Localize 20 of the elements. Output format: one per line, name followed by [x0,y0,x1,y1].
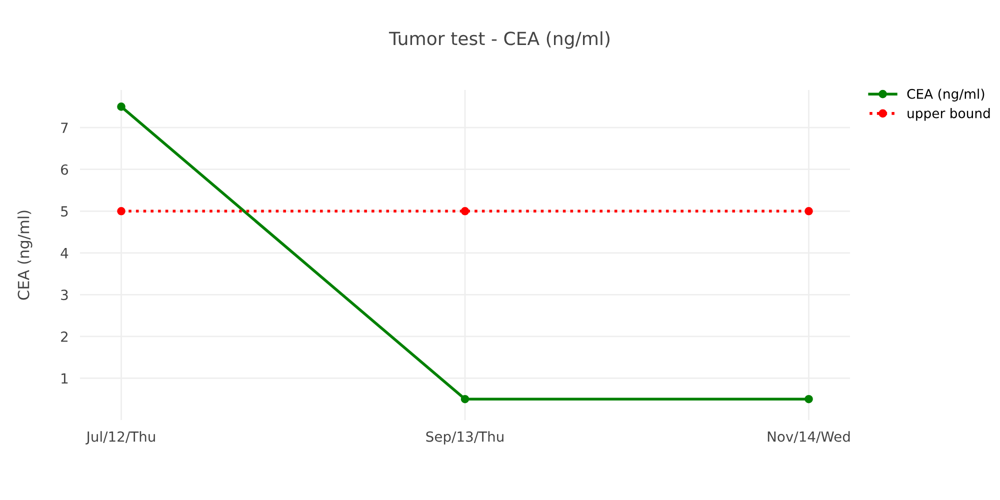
y-tick-label: 1 [62,373,68,384]
y-axis-title: CEA (ng/ml) [17,210,32,300]
point [460,394,470,404]
point [804,206,813,216]
point [460,206,470,216]
x-tick-label: Jul/12/Thu [86,431,155,444]
point [117,206,126,216]
y-tick-label: 7 [61,122,68,133]
point [804,394,813,404]
y-tick-label: 3 [61,290,68,300]
y-tick-label: 2 [61,331,68,342]
legend-label: CEA (ng/ml) [907,88,984,102]
x-tick-label: Nov/14/Wed [768,431,850,443]
y-tick-label: 6 [61,164,68,175]
y-tick-label: 5 [61,206,68,217]
legend-label: upper bound [908,108,990,121]
point [117,102,126,111]
chart-title: Tumor test - CEA (ng/ml) [388,31,610,49]
y-tick-label: 4 [60,248,68,258]
x-tick-label: Sep/13/Thu [426,431,504,445]
